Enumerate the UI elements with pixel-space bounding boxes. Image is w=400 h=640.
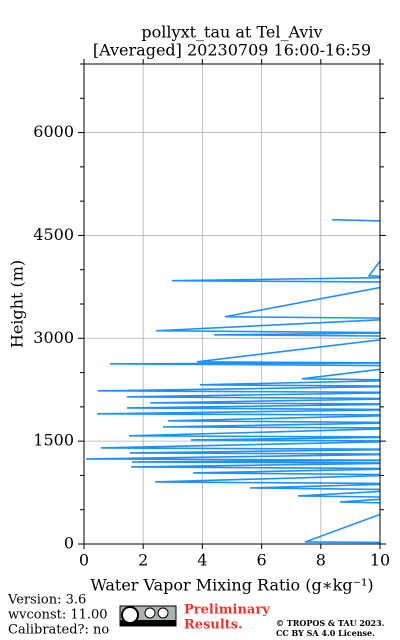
cc-logo (119, 605, 177, 627)
copyright-text: © TROPOS & TAU 2023. (276, 618, 385, 628)
preliminary-text: Preliminary (184, 603, 270, 618)
y-tick-label: 4500 (33, 225, 74, 244)
copyright-text: CC BY SA 4.0 License. (276, 628, 375, 638)
x-tick-label: 6 (257, 551, 267, 570)
y-tick-label: 6000 (33, 122, 74, 141)
preliminary-text: Results. (184, 618, 243, 633)
y-tick-label: 1500 (33, 431, 74, 450)
x-tick-label: 10 (370, 551, 390, 570)
x-tick-label: 8 (316, 551, 326, 570)
x-tick-label: 0 (79, 551, 89, 570)
footer-calibrated: Calibrated?: no (8, 623, 109, 638)
chart-title: pollyxt_tau at Tel_Aviv (141, 23, 322, 42)
x-tick-label: 4 (197, 551, 207, 570)
footer-wvconst: wvconst: 11.00 (8, 608, 108, 623)
x-axis-label: Water Vapor Mixing Ratio (g∗kg⁻¹) (90, 576, 373, 595)
y-tick-label: 3000 (33, 328, 74, 347)
y-tick-label: 0 (64, 534, 74, 553)
x-tick-label: 2 (138, 551, 148, 570)
plot-frame (83, 63, 381, 545)
profile-line (86, 218, 380, 544)
y-axis-label: Height (m) (8, 260, 27, 348)
footer-version: Version: 3.6 (7, 593, 86, 608)
chart-subtitle: [Averaged] 20230709 16:00-16:59 (93, 41, 371, 60)
